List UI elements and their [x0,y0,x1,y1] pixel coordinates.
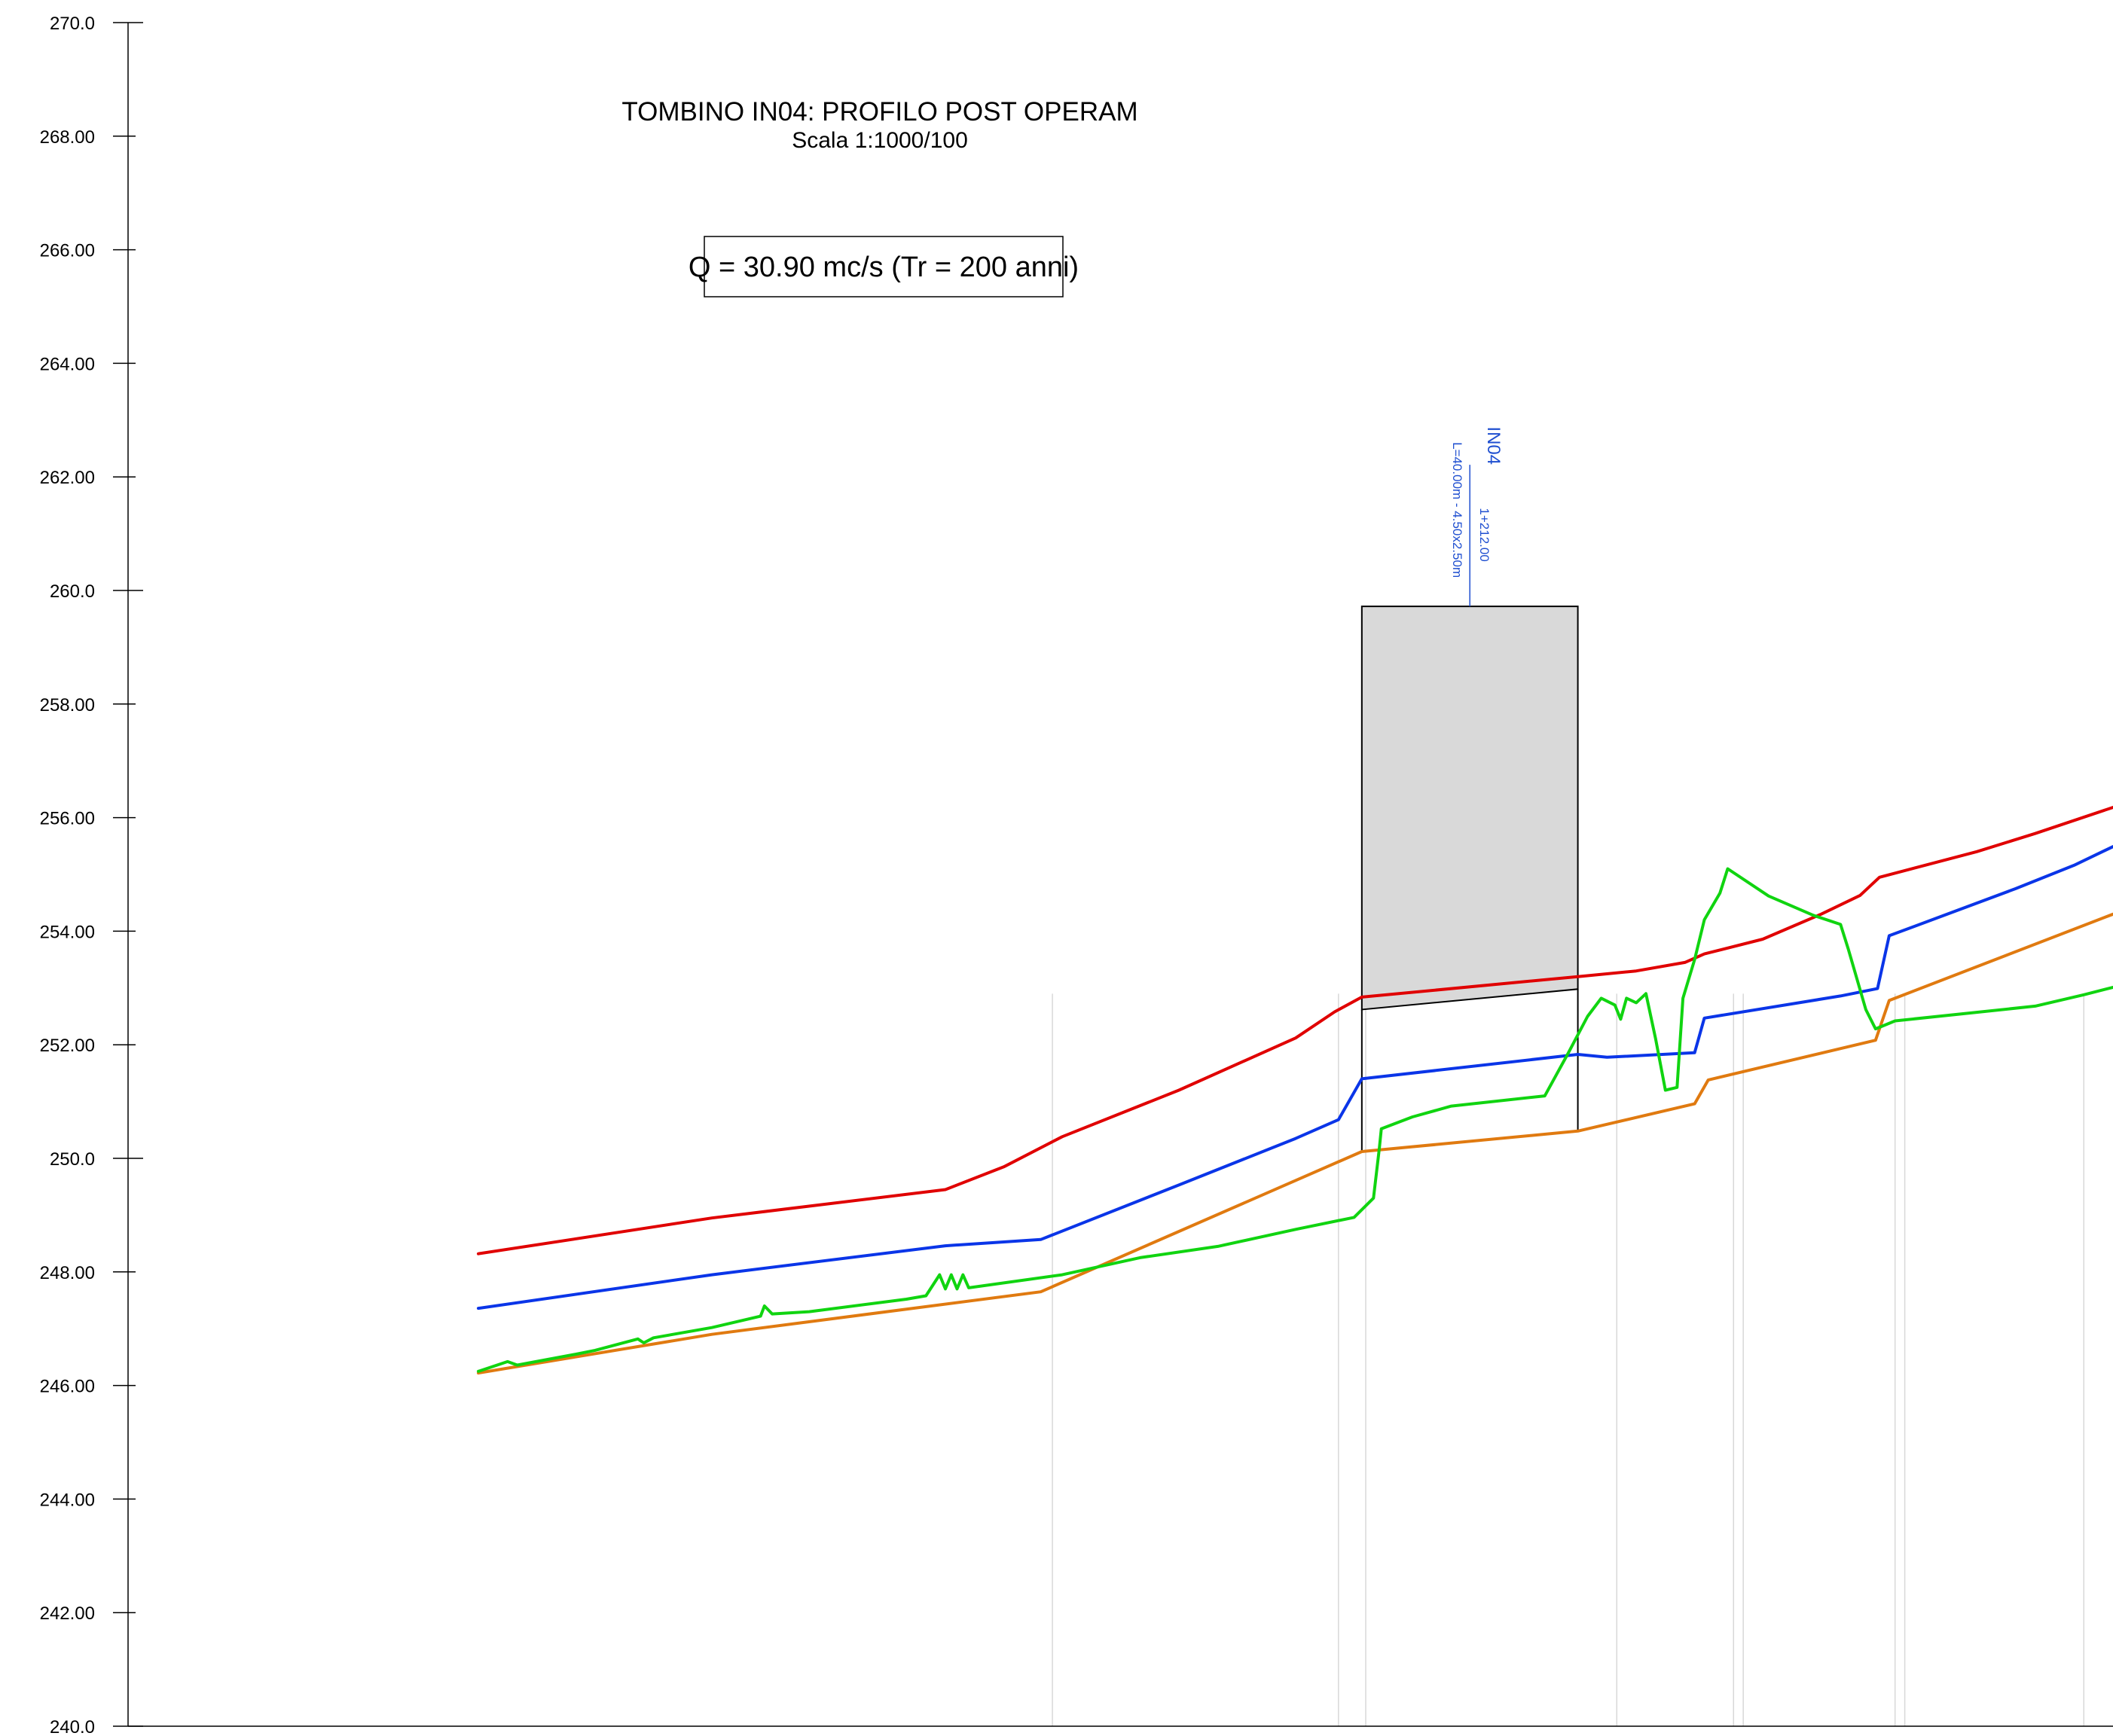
culvert-label: IN04 1+212.00 L=40.00m - 4.50x2.50m [1450,426,1504,607]
y-tick-label: 256.00 [40,809,95,829]
y-tick-label: 268.00 [40,127,95,148]
series-line-2 [477,845,2113,1310]
culvert-fill [1360,606,1579,1011]
chart-subtitle: Scala 1:1000/100 [792,128,968,153]
flow-annotation-box [704,236,1064,297]
chart-title: TOMBINO IN04: PROFILO POST OPERAM [621,97,1137,127]
y-tick-label: 250.0 [50,1149,95,1170]
y-tick-label: 264.00 [40,354,95,374]
series-line-3 [477,912,2113,1374]
series-line-1 [477,806,2113,1255]
y-tick-label: 240.0 [50,1717,95,1736]
y-tick-label: 252.00 [40,1036,95,1056]
y-axis: 240.0 242.00 244.00 246.00 248.00 250.0 252.00… [40,14,2113,1736]
series-line-4 [477,867,2113,1373]
y-tick-label: 270.0 [50,14,95,34]
y-tick-label: 258.00 [40,695,95,715]
culvert-dimensions: L=40.00m - 4.50x2.50m [1450,442,1464,578]
culvert-name: IN04 [1483,426,1504,465]
culvert-box [1360,606,1579,1152]
y-tick-label: 266.00 [40,241,95,261]
flow-annotation-text: Q = 30.90 mc/s (Tr = 200 anni) [689,252,1079,283]
y-tick-label: 262.00 [40,468,95,488]
flow-annotation: Q = 30.90 mc/s (Tr = 200 anni) [689,236,1079,297]
y-tick-label: 248.00 [40,1263,95,1283]
y-tick-label: 246.00 [40,1377,95,1397]
y-tick-label: 242.00 [40,1603,95,1624]
series-lines [477,806,2113,1374]
culvert-chainage: 1+212.00 [1477,508,1492,561]
y-tick-label: 254.00 [40,922,95,942]
y-tick-label: 244.00 [40,1490,95,1510]
y-tick-label: 260.0 [50,581,95,602]
cross-section-lines [1052,993,2084,1726]
